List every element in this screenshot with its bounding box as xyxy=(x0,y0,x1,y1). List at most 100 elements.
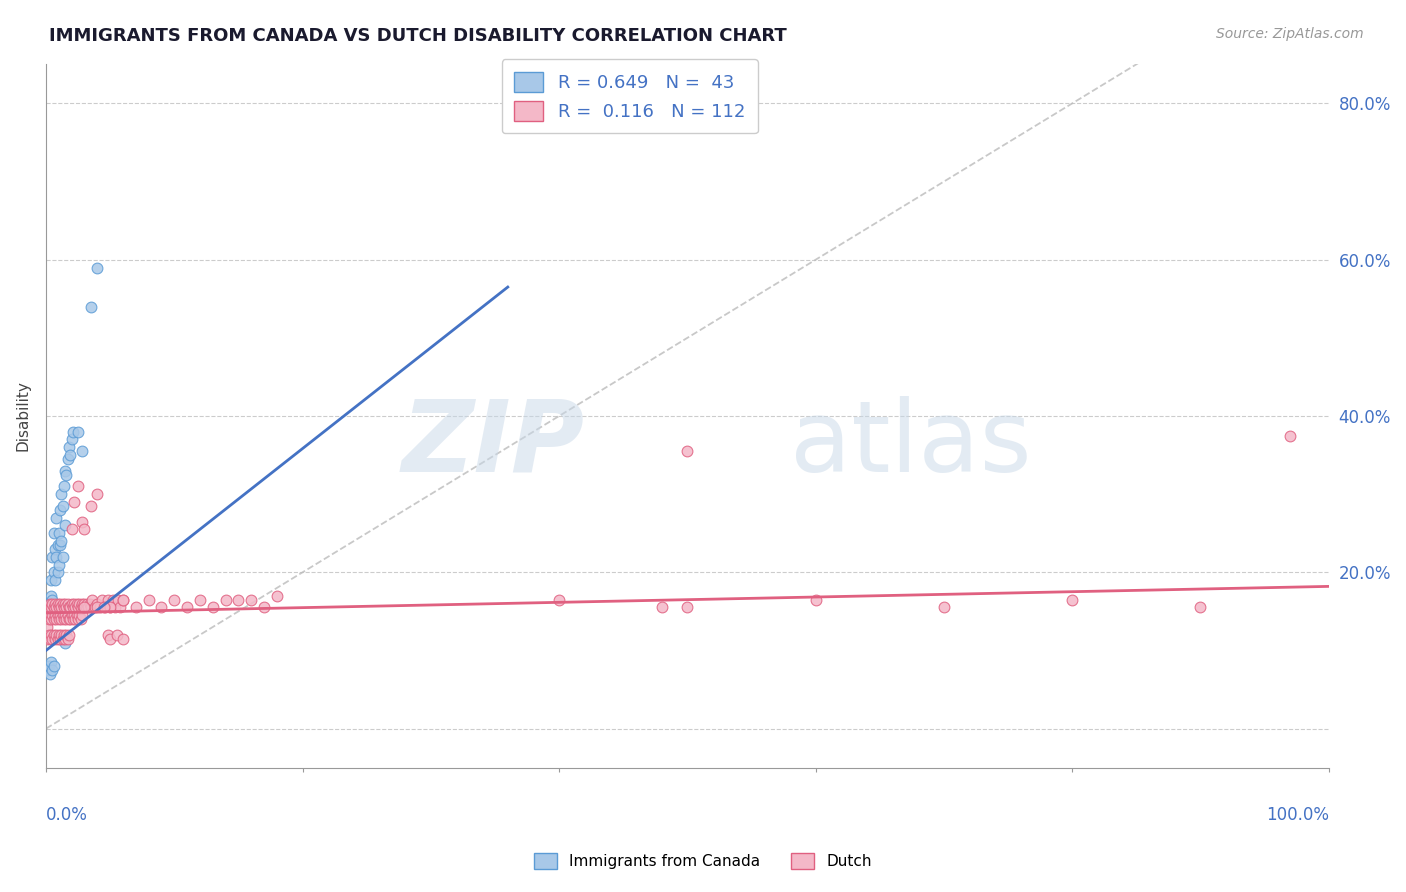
Point xyxy=(41,549,63,564)
Point xyxy=(651,600,673,615)
Point xyxy=(79,597,101,611)
Point xyxy=(52,632,75,646)
Point xyxy=(44,541,66,556)
Point xyxy=(44,597,66,611)
Point xyxy=(52,479,75,493)
Point xyxy=(39,628,62,642)
Point xyxy=(42,566,65,580)
Point xyxy=(98,600,121,615)
Point xyxy=(53,632,76,646)
Point xyxy=(39,573,62,587)
Point xyxy=(266,589,288,603)
Point xyxy=(86,487,108,501)
Point xyxy=(111,592,134,607)
Point xyxy=(105,628,128,642)
Point xyxy=(41,608,63,623)
Point xyxy=(676,444,699,458)
Text: ZIP: ZIP xyxy=(402,396,585,492)
Point xyxy=(55,612,77,626)
Point xyxy=(56,608,79,623)
Point xyxy=(101,592,124,607)
Point xyxy=(86,600,108,615)
Point xyxy=(65,600,87,615)
Point xyxy=(72,600,94,615)
Point xyxy=(73,522,96,536)
Point xyxy=(163,592,186,607)
Point xyxy=(67,425,90,439)
Point xyxy=(42,600,65,615)
Point xyxy=(55,628,77,642)
Point xyxy=(49,632,72,646)
Point xyxy=(55,600,77,615)
Point xyxy=(37,620,59,634)
Point xyxy=(45,600,67,615)
Point xyxy=(67,479,90,493)
Point xyxy=(38,667,60,681)
Point xyxy=(46,632,69,646)
Point xyxy=(41,597,63,611)
Point xyxy=(96,628,118,642)
Point xyxy=(70,608,93,623)
Point xyxy=(1279,428,1302,442)
Point xyxy=(111,632,134,646)
Point xyxy=(138,592,160,607)
Point xyxy=(60,522,83,536)
Point xyxy=(82,592,104,607)
Point xyxy=(58,600,80,615)
Point xyxy=(53,635,76,649)
Point xyxy=(38,597,60,611)
Point xyxy=(86,597,108,611)
Point xyxy=(51,612,73,626)
Point xyxy=(46,608,69,623)
Y-axis label: Disability: Disability xyxy=(15,381,30,451)
Point xyxy=(52,628,75,642)
Point xyxy=(86,260,108,275)
Point xyxy=(48,526,70,541)
Text: 100.0%: 100.0% xyxy=(1265,806,1329,824)
Point xyxy=(214,592,236,607)
Point xyxy=(150,600,173,615)
Point xyxy=(45,549,67,564)
Point xyxy=(70,597,93,611)
Point xyxy=(548,592,571,607)
Point xyxy=(73,600,96,615)
Point xyxy=(49,608,72,623)
Point xyxy=(253,600,276,615)
Point xyxy=(51,628,73,642)
Point xyxy=(83,600,105,615)
Point xyxy=(37,600,59,615)
Point xyxy=(53,464,76,478)
Point xyxy=(63,608,86,623)
Point xyxy=(46,597,69,611)
Point xyxy=(42,526,65,541)
Point xyxy=(69,612,91,626)
Point xyxy=(60,433,83,447)
Point xyxy=(52,499,75,513)
Point xyxy=(228,592,250,607)
Point xyxy=(58,440,80,454)
Point xyxy=(59,600,82,615)
Point xyxy=(45,628,67,642)
Point xyxy=(69,600,91,615)
Point xyxy=(80,499,103,513)
Point xyxy=(56,452,79,467)
Point xyxy=(201,600,224,615)
Text: 0.0%: 0.0% xyxy=(46,806,87,824)
Point xyxy=(39,655,62,669)
Legend: Immigrants from Canada, Dutch: Immigrants from Canada, Dutch xyxy=(529,847,877,875)
Point xyxy=(62,600,84,615)
Point xyxy=(62,612,84,626)
Point xyxy=(38,628,60,642)
Point xyxy=(62,425,84,439)
Point xyxy=(38,608,60,623)
Point xyxy=(39,589,62,603)
Point xyxy=(60,597,83,611)
Point xyxy=(67,600,90,615)
Point xyxy=(38,600,60,615)
Point xyxy=(1062,592,1084,607)
Text: atlas: atlas xyxy=(790,396,1032,492)
Point xyxy=(91,592,114,607)
Point xyxy=(804,592,827,607)
Point xyxy=(240,592,263,607)
Point xyxy=(67,597,90,611)
